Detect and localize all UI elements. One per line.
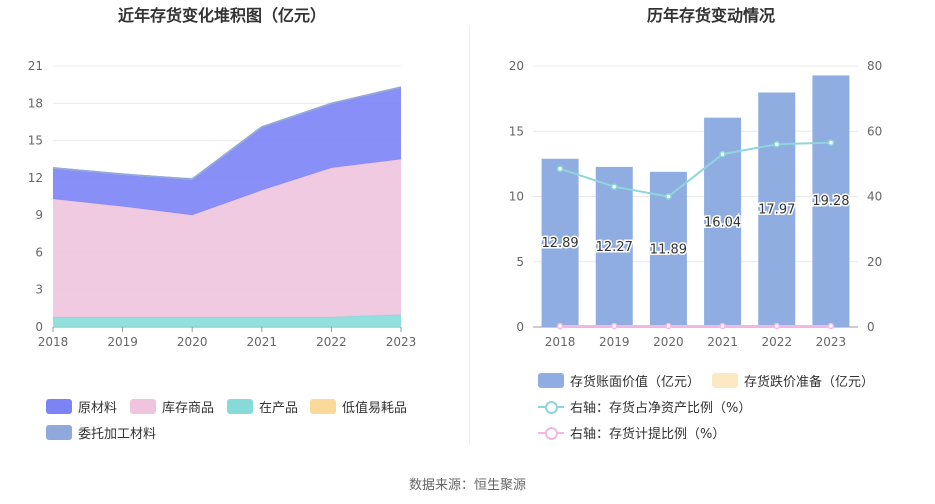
- bar: [758, 92, 796, 327]
- legend-item-low-value-consumables[interactable]: 低值易耗品: [310, 397, 407, 416]
- legend-label: 低值易耗品: [342, 401, 408, 416]
- y2-tick-label: 60: [867, 124, 882, 138]
- legend-item-impairment-provision[interactable]: 存货跌价准备（亿元）: [712, 371, 874, 390]
- right-bar-line-chart: 0 5 10 15 20 0 20 40 60 80 2018 2019 2020 2021 2022 202…: [509, 59, 883, 349]
- y2-tick-label: 0: [867, 320, 875, 334]
- x-tick-label: 2023: [386, 335, 417, 349]
- legend-item-provision-ratio[interactable]: 右轴：存货计提比例（%）: [538, 423, 725, 442]
- legend-label: 库存商品: [162, 401, 215, 416]
- area-series-0: [53, 87, 401, 216]
- legend-swatch: [712, 373, 738, 388]
- y-tick-label: 15: [28, 134, 43, 148]
- y-tick-label: 20: [509, 59, 524, 73]
- y-tick-label: 21: [28, 59, 43, 73]
- bar: [595, 166, 633, 327]
- y2-tick-label: 20: [867, 255, 882, 269]
- legend-item-raw-materials[interactable]: 原材料: [46, 397, 117, 416]
- bar: [812, 75, 850, 328]
- x-tick-label: 2020: [177, 335, 208, 349]
- legend-label: 委托加工材料: [78, 427, 157, 442]
- legend-label: 原材料: [78, 401, 118, 416]
- y-tick-label: 6: [35, 245, 43, 259]
- y-tick-label: 10: [509, 190, 524, 204]
- y-tick-label: 15: [509, 124, 524, 138]
- x-tick-label: 2021: [247, 335, 278, 349]
- legend-item-finished-goods[interactable]: 库存商品: [130, 397, 214, 416]
- line-point: [719, 150, 726, 158]
- panel-divider: [469, 25, 470, 445]
- x-tick-label: 2020: [653, 335, 684, 349]
- left-stacked-area-chart: 0 3 6 9 12 15 18 21 2018 2019 2020 2021 2022 2023: [28, 59, 417, 349]
- x-tick-label: 2018: [545, 335, 576, 349]
- legend-label: 存货账面价值（亿元）: [570, 375, 701, 390]
- y-tick-label: 18: [28, 96, 43, 110]
- line-point: [556, 322, 564, 330]
- line-point: [665, 322, 672, 330]
- line-point: [665, 193, 672, 200]
- legend-swatch: [538, 373, 564, 388]
- line-point: [773, 141, 780, 148]
- y-tick-label: 12: [28, 171, 43, 185]
- y-tick-label: 9: [35, 208, 43, 222]
- y-tick-label: 0: [35, 320, 43, 334]
- y2-tick-label: 80: [867, 59, 882, 73]
- right-chart-title: 历年存货变动情况: [647, 6, 775, 25]
- legend-item-inventory-to-net-assets[interactable]: 右轴：存货占净资产比例（%）: [538, 397, 751, 416]
- bar-value-label: 12.27: [596, 240, 633, 255]
- legend-swatch: [46, 399, 72, 414]
- bar-value-label: 19.28: [812, 194, 849, 209]
- legend-label: 存货跌价准备（亿元）: [744, 375, 875, 390]
- legend-label: 在产品: [259, 401, 299, 416]
- bar-value-label: 17.97: [758, 203, 795, 218]
- legend-swatch: [310, 399, 336, 414]
- x-tick-label: 2019: [107, 335, 138, 349]
- line-point: [556, 165, 564, 173]
- x-tick-label: 2022: [316, 335, 347, 349]
- bar-value-label: 16.04: [704, 215, 741, 230]
- y-tick-label: 5: [516, 255, 524, 269]
- x-tick-label: 2019: [599, 335, 630, 349]
- left-chart-title: 近年存货变化堆积图（亿元）: [118, 6, 326, 25]
- legend-label: 右轴：存货占净资产比例（%）: [570, 401, 752, 416]
- bar-value-label: 11.89: [650, 242, 687, 257]
- legend-item-consigned-materials[interactable]: 委托加工材料: [46, 423, 156, 442]
- y2-tick-label: 40: [867, 190, 882, 204]
- line-point: [611, 183, 618, 190]
- area-series-1: [53, 159, 401, 318]
- x-tick-label: 2018: [38, 335, 69, 349]
- legend-item-inventory-value[interactable]: 存货账面价值（亿元）: [538, 371, 700, 390]
- legend-item-wip[interactable]: 在产品: [227, 397, 298, 416]
- legend-line-swatch: [538, 425, 564, 440]
- x-tick-label: 2021: [707, 335, 738, 349]
- line-point: [827, 139, 835, 146]
- x-tick-label: 2022: [761, 335, 792, 349]
- legend-swatch: [227, 399, 253, 414]
- line-inventory-ratio: [559, 141, 831, 198]
- legend-swatch: [46, 425, 72, 440]
- line-point: [827, 322, 835, 330]
- x-tick-label: 2023: [816, 335, 847, 349]
- area-line-4: [52, 86, 402, 180]
- line-point: [611, 322, 618, 330]
- y-tick-label: 3: [35, 283, 43, 297]
- legend-swatch: [130, 399, 156, 414]
- legend-line-swatch: [538, 399, 564, 414]
- bar: [541, 158, 579, 327]
- data-source-note: 数据来源：恒生聚源: [408, 478, 526, 493]
- line-point: [719, 322, 726, 330]
- bar-value-label: 12.89: [541, 236, 578, 251]
- y-tick-label: 0: [516, 320, 524, 334]
- legend-label: 右轴：存货计提比例（%）: [570, 427, 726, 442]
- line-point: [773, 322, 780, 330]
